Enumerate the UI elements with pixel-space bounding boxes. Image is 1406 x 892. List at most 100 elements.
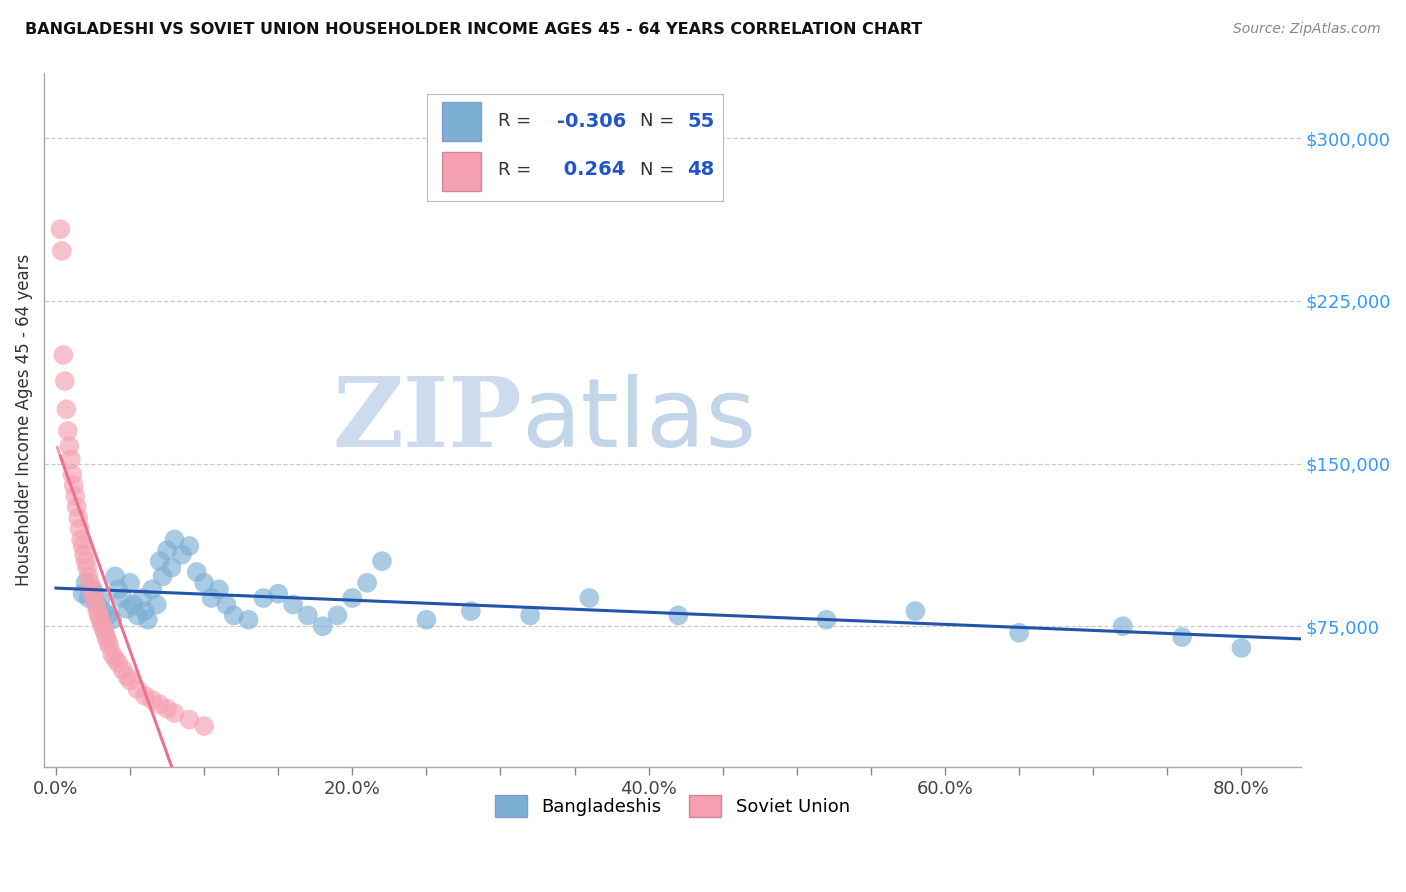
Point — [104, 569, 127, 583]
Point — [118, 575, 141, 590]
Point — [1230, 640, 1253, 655]
Point — [134, 689, 156, 703]
Point — [200, 591, 222, 605]
Point — [141, 582, 163, 597]
Point — [82, 582, 104, 597]
Point — [62, 478, 84, 492]
Legend: Bangladeshis, Soviet Union: Bangladeshis, Soviet Union — [488, 788, 858, 824]
Point — [519, 608, 541, 623]
Point — [77, 569, 100, 583]
Point — [326, 608, 349, 623]
Point — [52, 348, 75, 362]
Point — [72, 587, 94, 601]
Text: BANGLADESHI VS SOVIET UNION HOUSEHOLDER INCOME AGES 45 - 64 YEARS CORRELATION CH: BANGLADESHI VS SOVIET UNION HOUSEHOLDER … — [25, 22, 922, 37]
Point — [193, 575, 215, 590]
Point — [179, 539, 201, 553]
Point — [666, 608, 689, 623]
Point — [193, 719, 215, 733]
Point — [77, 591, 100, 605]
Point — [131, 591, 153, 605]
Point — [149, 554, 172, 568]
Point — [170, 548, 193, 562]
Text: Source: ZipAtlas.com: Source: ZipAtlas.com — [1233, 22, 1381, 37]
Point — [127, 608, 149, 623]
Point — [415, 613, 437, 627]
Point — [58, 439, 80, 453]
Point — [186, 565, 208, 579]
Point — [89, 613, 111, 627]
Point — [152, 569, 174, 583]
Point — [156, 543, 179, 558]
Point — [75, 554, 97, 568]
Point — [97, 634, 120, 648]
Point — [98, 639, 121, 653]
Point — [342, 591, 364, 605]
Point — [101, 648, 124, 662]
Point — [179, 713, 201, 727]
Point — [93, 604, 115, 618]
Point — [1008, 625, 1031, 640]
Point — [65, 489, 87, 503]
Point — [104, 652, 127, 666]
Point — [281, 598, 304, 612]
Point — [79, 575, 101, 590]
Point — [149, 698, 172, 712]
Point — [51, 244, 73, 258]
Point — [86, 604, 108, 618]
Point — [141, 693, 163, 707]
Point — [115, 669, 138, 683]
Point — [82, 587, 104, 601]
Point — [96, 630, 118, 644]
Point — [84, 598, 107, 612]
Point — [208, 582, 231, 597]
Point — [122, 598, 145, 612]
Point — [460, 604, 482, 618]
Point — [111, 663, 134, 677]
Text: atlas: atlas — [522, 374, 756, 467]
Point — [86, 598, 108, 612]
Point — [75, 575, 97, 590]
Point — [136, 613, 159, 627]
Point — [69, 522, 91, 536]
Text: ZIP: ZIP — [332, 373, 522, 467]
Point — [90, 617, 112, 632]
Point — [107, 582, 129, 597]
Point — [145, 598, 167, 612]
Point — [53, 374, 76, 388]
Point — [87, 608, 110, 623]
Point — [76, 560, 98, 574]
Point — [238, 613, 260, 627]
Point — [97, 608, 120, 623]
Point — [578, 591, 600, 605]
Point — [222, 608, 245, 623]
Point — [312, 619, 335, 633]
Point — [73, 548, 96, 562]
Point — [1112, 619, 1135, 633]
Point — [252, 591, 274, 605]
Point — [93, 621, 115, 635]
Point — [1171, 630, 1194, 644]
Point — [80, 582, 103, 597]
Point — [49, 222, 72, 236]
Point — [118, 673, 141, 688]
Point — [55, 402, 77, 417]
Point — [163, 706, 186, 720]
Point — [111, 591, 134, 605]
Point — [215, 598, 238, 612]
Y-axis label: Householder Income Ages 45 - 64 years: Householder Income Ages 45 - 64 years — [15, 254, 32, 586]
Point — [66, 500, 89, 514]
Point — [115, 602, 138, 616]
Point — [160, 560, 183, 574]
Point — [56, 424, 79, 438]
Point — [267, 587, 290, 601]
Point — [101, 613, 124, 627]
Point — [356, 575, 378, 590]
Point — [94, 625, 117, 640]
Point — [371, 554, 394, 568]
Point — [815, 613, 838, 627]
Point — [156, 701, 179, 715]
Point — [89, 593, 111, 607]
Point — [59, 452, 82, 467]
Point — [127, 682, 149, 697]
Point — [134, 604, 156, 618]
